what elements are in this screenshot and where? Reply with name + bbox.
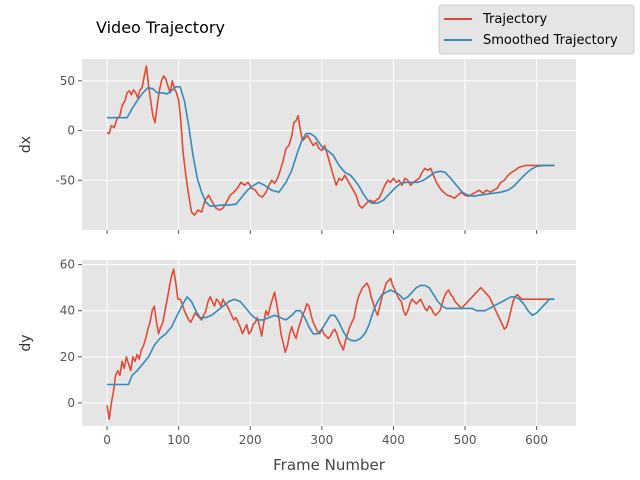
x-tick-label: 100 — [167, 433, 190, 447]
x-tick-label: 600 — [525, 433, 548, 447]
dy-series — [106, 268, 555, 420]
y-tick-label: 40 — [60, 304, 75, 318]
y-tick-label: 0 — [67, 124, 75, 138]
y-tick-label: 20 — [60, 350, 75, 364]
x-tick-label: 300 — [310, 433, 333, 447]
x-axis-label: Frame Number — [273, 456, 386, 474]
dx-axis-label: dx — [18, 136, 34, 153]
series-line-trajectory — [106, 65, 555, 216]
dx-subplot: 50 0 -50 dx — [18, 59, 576, 234]
series-line-smoothed-trajectory — [107, 284, 555, 386]
x-tick-label: 200 — [239, 433, 262, 447]
y-tick-label: 50 — [60, 74, 75, 88]
dy-grid — [82, 260, 576, 426]
y-tick-label: 0 — [67, 396, 75, 410]
series-line-smoothed-trajectory — [107, 86, 555, 207]
chart-title: Video Trajectory — [96, 18, 225, 37]
x-tick-label: 400 — [382, 433, 405, 447]
dx-series — [106, 65, 555, 216]
dx-ticks: 50 0 -50 — [55, 74, 538, 234]
legend-label-trajectory: Trajectory — [482, 12, 547, 27]
dx-axes-background — [82, 59, 576, 230]
dy-axes-background — [82, 260, 576, 426]
y-tick-label: -50 — [55, 173, 75, 187]
series-line-trajectory — [106, 268, 555, 420]
legend-box — [438, 4, 635, 55]
y-tick-label: 60 — [60, 258, 75, 272]
x-tick-label: 500 — [454, 433, 477, 447]
legend-label-smoothed-trajectory: Smoothed Trajectory — [483, 33, 618, 48]
legend: Trajectory Smoothed Trajectory — [438, 4, 635, 55]
dy-axis-label: dy — [18, 334, 34, 351]
x-tick-label: 0 — [103, 433, 111, 447]
